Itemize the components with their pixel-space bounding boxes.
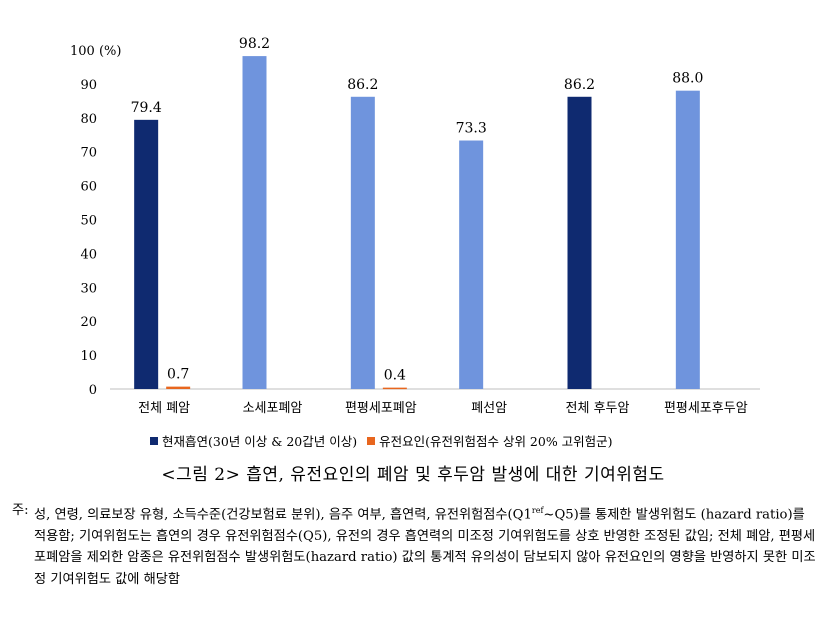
legend-label-smoking: 현재흡연(30년 이상 & 20갑년 이상) [162,434,358,449]
figure-note: 주: 성, 연령, 의료보장 유형, 소득수준(건강보험료 분위), 음주 여부… [12,500,820,590]
data-label: 0.4 [384,368,406,384]
note-body: 성, 연령, 의료보장 유형, 소득수준(건강보험료 분위), 음주 여부, 흡… [34,500,820,590]
data-label: 0.7 [167,367,189,383]
bar-genetic [166,386,191,389]
x-tick-label: 전체 후두암 [566,401,630,416]
note-rest: (hazard ratio)를 적용함; 기여위험도는 흡연의 경우 유전위험점… [34,507,816,587]
data-label: 86.2 [564,77,595,93]
data-label: 88.0 [672,71,703,87]
data-label: 79.4 [131,100,162,116]
x-tick-label: 전체 폐암 [138,401,190,416]
data-label: 98.2 [239,36,270,52]
x-tick-label: 편평세포후두암 [664,401,748,416]
x-axis-labels: 전체 폐암 소세포폐암 편평세포폐암 폐선암 전체 후두암 편평세포후두암 [138,401,748,416]
note-prefix: 주: [12,503,29,518]
bar-smoking [134,119,159,390]
legend-swatch-smoking [150,436,158,445]
legend-label-genetic: 유전요인(유전위험점수 상위 20% 고위험군) [379,434,613,449]
data-label: 86.2 [347,77,378,93]
legend: 현재흡연(30년 이상 & 20갑년 이상) 유전요인(유전위험점수 상위 20… [150,431,623,450]
legend-swatch-genetic [367,436,376,445]
y-tick-label: 20 [80,315,97,330]
bars: 79.4 0.7 98.2 86.2 0.4 73.3 86.2 88.0 [131,36,703,390]
y-tick-label: 10 [80,349,97,364]
bar-smoking [675,90,700,390]
y-tick-label: 0 [89,383,97,398]
bar-smoking [459,140,484,389]
y-tick-label: 90 [80,78,97,93]
bar-chart: 0 10 20 30 40 50 60 70 80 90 100 (%) 79.4 0.7 98.2 86… [70,36,760,416]
y-tick-label: 80 [80,112,97,127]
legend-item-genetic: 유전요인(유전위험점수 상위 20% 고위험군) [367,431,613,450]
y-tick-label: 60 [80,180,97,195]
y-tick-label: 70 [80,146,97,161]
data-label: 73.3 [456,121,487,137]
x-tick-label: 편평세포폐암 [345,401,417,416]
y-tick-label: 40 [80,247,97,262]
note-line1-a: 성, 연령, 의료보장 유형, 소득수준(건강보험료 분위), 음주 여부, 흡… [34,507,532,523]
y-tick-label: 50 [80,214,97,229]
y-tick-label: 100 (%) [70,44,121,59]
bar-smoking [567,96,592,390]
bar-smoking [350,96,375,390]
note-sup: ref [531,506,544,515]
x-tick-label: 소세포폐암 [243,401,303,416]
legend-item-smoking: 현재흡연(30년 이상 & 20갑년 이상) [150,431,357,450]
bar-smoking [242,56,267,390]
note-line1-b: ~Q5)를 통제한 발생위험도 [543,507,697,523]
y-tick-label: 30 [80,281,97,296]
y-axis: 0 10 20 30 40 50 60 70 80 90 100 (%) [70,44,760,398]
bar-genetic [382,387,407,390]
figure-caption: <그림 2> 흡연, 유전요인의 폐암 및 후두암 발생에 대한 기여위험도 [161,465,665,485]
x-tick-label: 폐선암 [471,401,507,416]
